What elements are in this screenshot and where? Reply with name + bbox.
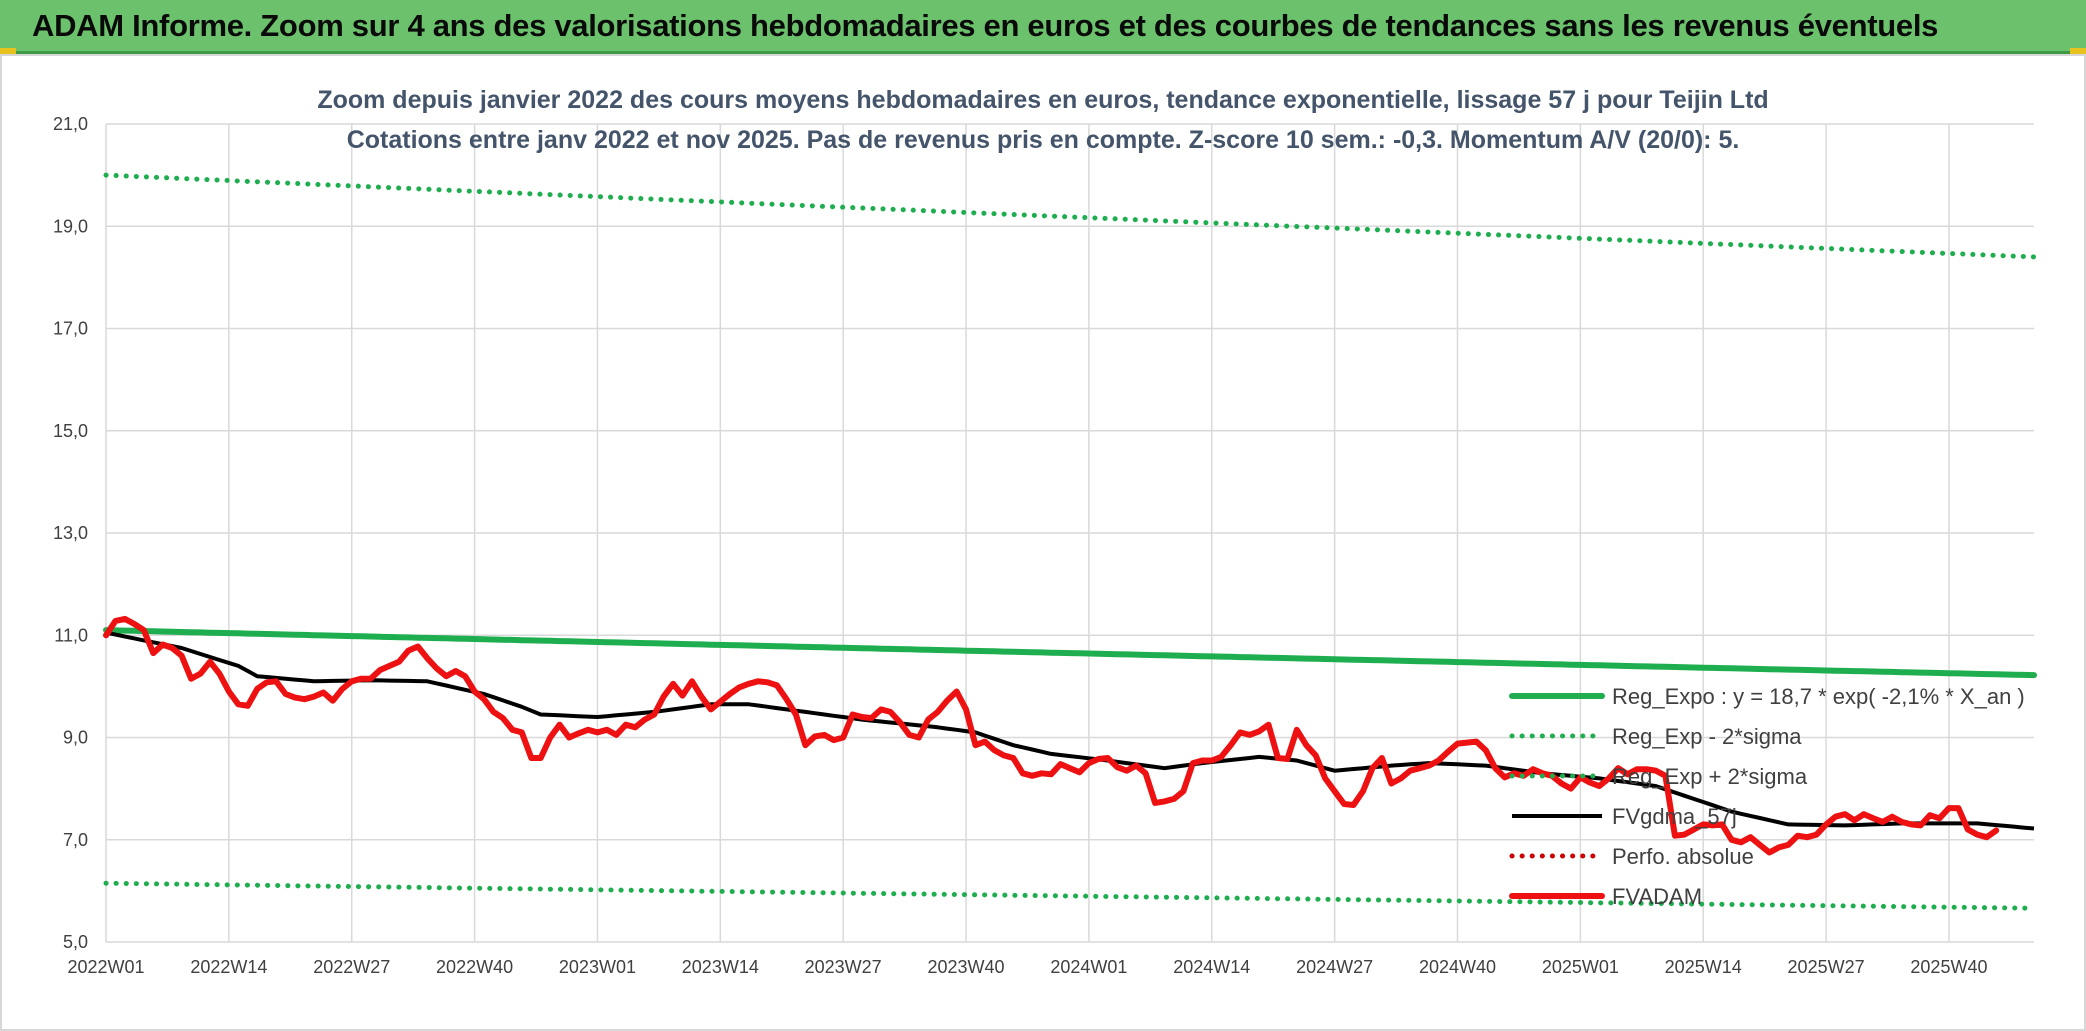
x-tick-label: 2023W14 [682,957,759,977]
y-tick-label: 19,0 [53,216,88,236]
y-tick-label: 15,0 [53,421,88,441]
y-tick-label: 7,0 [63,830,88,850]
x-tick-label: 2024W01 [1050,957,1127,977]
x-tick-label: 2025W40 [1910,957,1987,977]
chart: 5,0 7,0 9,0 11,0 13,0 15,0 17,0 19,0 21,0 2022W01… [53,86,2037,977]
legend-label: Reg_Exp - 2*sigma [1612,724,1802,749]
y-tick-label: 9,0 [63,728,88,748]
x-tick-label: 2022W14 [190,957,267,977]
series-line-1 [103,880,2037,911]
y-tick-label: 5,0 [63,932,88,952]
y-tick-label: 13,0 [53,523,88,543]
y-tick-label: 17,0 [53,319,88,339]
y-tick-label: 11,0 [54,625,88,645]
legend-label: FVADAM [1612,884,1702,909]
x-tick-label: 2023W27 [805,957,882,977]
x-tick-label: 2024W27 [1296,957,1373,977]
series-line-5 [103,615,2000,856]
x-tick-label: 2025W14 [1665,957,1742,977]
chart-frame: 5,0 7,0 9,0 11,0 13,0 15,0 17,0 19,0 21,0 2022W01… [0,54,2086,1031]
x-tick-label: 2022W40 [436,957,513,977]
legend-label: Reg_Expo : y = 18,7 * exp( -2,1% * X_an … [1612,684,2025,709]
page-title: ADAM Informe. Zoom sur 4 ans des valoris… [32,8,1939,43]
legend-label: FVgdma_57j [1612,804,1737,829]
legend-label: Reg_Exp + 2*sigma [1612,764,1808,789]
corner-mark-right [2070,48,2086,54]
x-tick-label: 2025W01 [1542,957,1619,977]
series-line-0 [103,627,2037,679]
x-tick-label: 2022W27 [313,957,390,977]
chart-subtitle: Cotations entre janv 2022 et nov 2025. P… [347,126,1740,154]
x-tick-label: 2024W40 [1419,957,1496,977]
chart-title: Zoom depuis janvier 2022 des cours moyen… [317,86,1768,114]
x-tick-label: 2025W27 [1788,957,1865,977]
y-tick-label: 21,0 [53,114,88,134]
corner-mark-left [0,48,16,54]
series-line-2 [103,172,2037,260]
legend-label: Perfo. absolue [1612,844,1754,869]
title-banner: ADAM Informe. Zoom sur 4 ans des valoris… [0,0,2086,54]
x-tick-label: 2023W40 [928,957,1005,977]
x-tick-label: 2023W01 [559,957,636,977]
series-line-3 [105,630,2035,831]
x-tick-label: 2024W14 [1173,957,1250,977]
x-tick-label: 2022W01 [67,957,144,977]
